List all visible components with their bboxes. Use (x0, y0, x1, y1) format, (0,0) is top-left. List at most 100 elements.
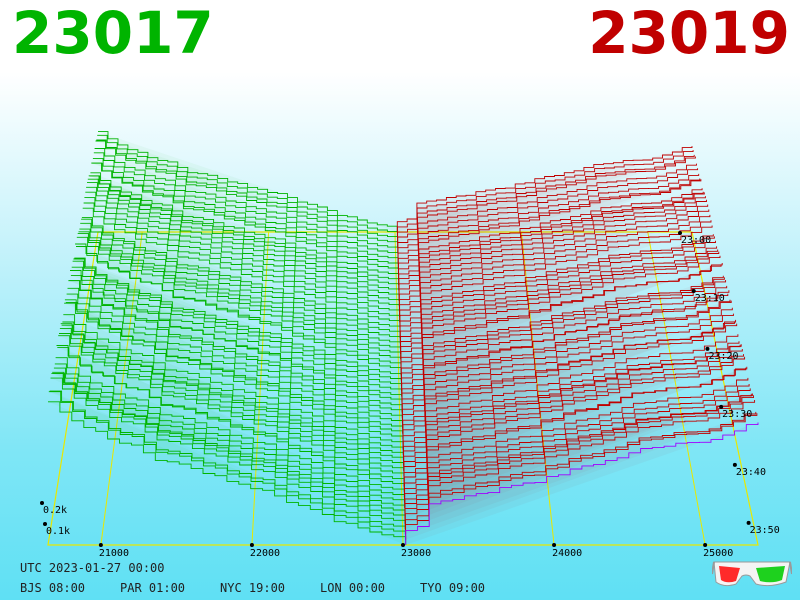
price-tick-dot (703, 543, 708, 547)
bid-depth-layer (73, 258, 402, 386)
time-tick-dot (746, 520, 751, 525)
ask-depth-layer (404, 411, 757, 535)
bid-depth-layer (82, 207, 401, 328)
price-gridline (100, 231, 143, 546)
ask-depth-layer (398, 209, 710, 312)
ask-depth-layer (403, 354, 744, 476)
anaglyph-3d-glasses-icon[interactable] (712, 556, 792, 592)
bid-depth-layer (64, 299, 404, 439)
bid-depth-layer (48, 401, 407, 545)
bid-depth-layer (84, 197, 401, 317)
ask-depth-layer (399, 234, 714, 333)
ask-depth-layer (404, 393, 753, 519)
time-tick-label: 23:00 (681, 235, 711, 246)
ask-depth-layer (401, 290, 730, 408)
ask-depth-layer (398, 191, 704, 286)
ask-depth-layer (397, 178, 701, 270)
bid-depth-layer (78, 231, 402, 354)
bid-depth-layer (65, 301, 404, 434)
timezone-par: PAR 01:00 (120, 581, 186, 595)
bid-depth-layer (75, 243, 402, 376)
ask-depth-layer (403, 356, 746, 482)
bid-depth-layer (77, 232, 402, 360)
price-tick-label: 21000 (99, 548, 129, 559)
time-tick-dot (691, 288, 696, 293)
ask-depth-layer (399, 225, 713, 328)
ask-depth-layer (404, 384, 750, 503)
ask-depth-layer (397, 163, 697, 254)
price-tick-dot (249, 543, 254, 547)
price-tick-label: 23000 (401, 548, 431, 559)
bid-depth-layer (92, 162, 399, 270)
ask-depth-layer (403, 366, 748, 492)
ask-depth-layer (405, 413, 758, 540)
bid-depth-layer (90, 172, 400, 280)
bid-depth-layer (88, 175, 400, 291)
volume-tick-label: 0.1k (46, 526, 70, 537)
volume-tick-dot (40, 501, 44, 505)
bid-depth-layer (54, 363, 406, 503)
ask-depth-layer (398, 192, 705, 291)
bid-depth-layer (81, 217, 401, 333)
ask-depth-layer (403, 377, 749, 498)
bid-depth-layer (96, 139, 399, 243)
ask-depth-layer (396, 150, 694, 238)
ask-depth-layer (400, 249, 719, 354)
ask-depth-layer (402, 319, 737, 439)
price-tick-label: 24000 (552, 548, 582, 559)
time-tick-label: 23:40 (736, 467, 766, 478)
bid-depth-layer (98, 131, 398, 232)
bid-depth-layer (67, 287, 403, 423)
bid-depth-layer (91, 162, 399, 275)
ask-depth-layer (398, 196, 706, 296)
time-tick-label: 23:10 (695, 293, 725, 304)
bid-depth-layer (95, 140, 399, 248)
price-tick-label: 25000 (703, 548, 733, 559)
time-tick-label: 23:20 (708, 351, 738, 362)
bid-depth-layer (80, 222, 401, 344)
bid-depth-layer (51, 373, 406, 524)
ask-depth-layer (399, 220, 712, 323)
bid-depth-layer (93, 152, 399, 259)
bid-depth-layer (87, 182, 400, 301)
time-tick-dot (732, 462, 737, 467)
ask-depth-layer (401, 280, 727, 392)
ask-depth-layer (398, 188, 703, 280)
bid-depth-layer (64, 302, 404, 445)
timezone-lon: LON 00:00 (320, 581, 386, 595)
bid-depth-layer (74, 257, 402, 381)
ask-depth-layer (397, 156, 696, 248)
time-tick-dot (705, 346, 710, 351)
ask-depth-layer (400, 263, 723, 376)
time-tick-label: 23:50 (750, 525, 780, 536)
bid-depth-layer (59, 333, 405, 476)
ask-depth-layer (405, 422, 759, 545)
ask-depth-layer (403, 349, 743, 471)
ask-depth-layer (398, 199, 707, 301)
price-tick-dot (401, 543, 405, 547)
bid-depth-layers (48, 131, 407, 545)
bid-depth-layer (85, 191, 400, 312)
time-tick-dot (719, 404, 724, 409)
ask-price: 23019 (588, 0, 790, 67)
ask-depth-layer (404, 400, 756, 530)
price-tick-label: 22000 (250, 548, 280, 559)
bid-depth-layer (97, 134, 398, 238)
bid-depth-layer (52, 371, 406, 519)
bid-depth-layer (60, 323, 405, 466)
ask-depth-layer (400, 255, 721, 365)
chart-axes: 21000 22000 23000 24000 25000 23:00 23:10 23:20… (40, 231, 780, 559)
volume-tick-dot (43, 522, 47, 526)
timezone-tyo: TYO 09:00 (420, 581, 486, 595)
bid-depth-layer (79, 228, 401, 349)
bid-depth-layer (58, 335, 405, 482)
bid-depth-layer (92, 158, 399, 264)
ask-depth-layer (403, 344, 742, 466)
ask-depth-layer (402, 341, 740, 455)
timezone-nyc: NYC 19:00 (220, 581, 286, 595)
bid-depth-layer (94, 148, 399, 254)
volume-tick-label: 0.2k (43, 505, 67, 516)
utc-clock: UTC 2023-01-27 00:00 (20, 561, 165, 575)
bid-depth-layer (59, 327, 405, 471)
